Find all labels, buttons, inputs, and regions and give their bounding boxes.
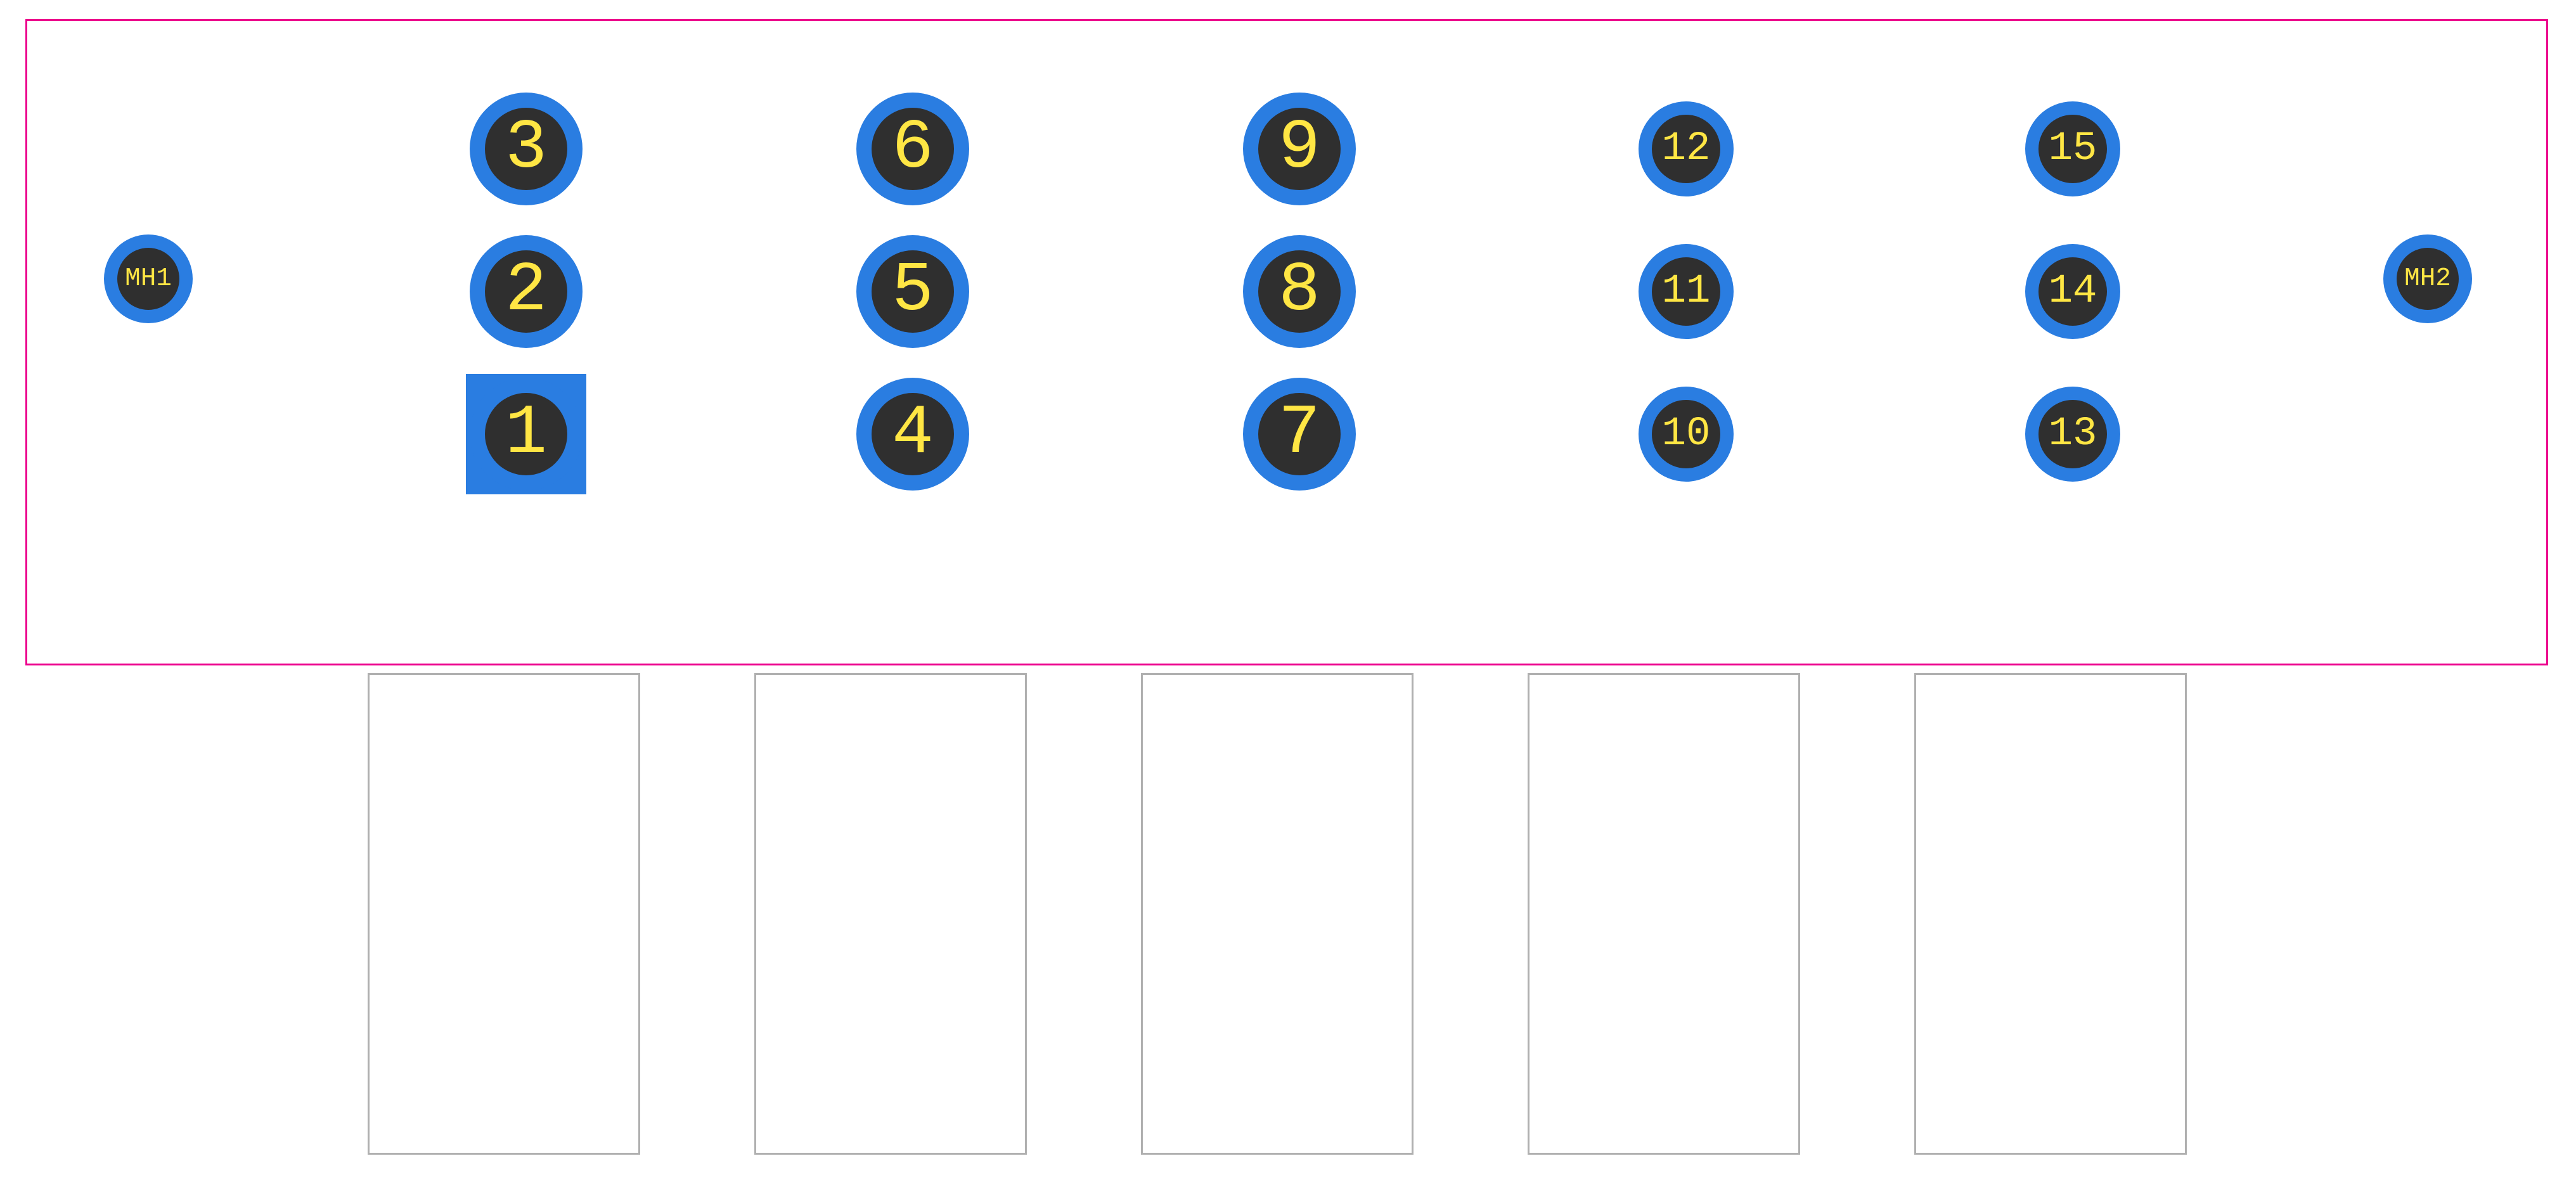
pin-12-label: 12 [1662, 129, 1711, 169]
pin-2-hole: 2 [485, 250, 567, 333]
pin-11-hole: 11 [1652, 257, 1720, 326]
mounting-hole-mh2-label: MH2 [2404, 266, 2451, 292]
pin-9: 9 [1243, 93, 1356, 205]
pin-10-label: 10 [1662, 414, 1711, 454]
pin-3-hole: 3 [485, 108, 567, 190]
pin-8: 8 [1243, 235, 1356, 348]
pin-8-label: 8 [1278, 257, 1320, 326]
pin-4-label: 4 [892, 399, 934, 469]
pin-6-hole: 6 [872, 108, 954, 190]
connector-tab-3 [1141, 673, 1414, 1155]
mounting-hole-mh1-label: MH1 [125, 266, 172, 292]
pin-13: 13 [2025, 387, 2120, 482]
diagram-stage: { "layout": { "canvas_w": 4064, "canvas_… [0, 0, 2576, 1194]
mounting-hole-mh1: MH1 [104, 234, 193, 323]
pin-5: 5 [856, 235, 969, 348]
pin-11-label: 11 [1662, 271, 1711, 312]
pin-15-label: 15 [2049, 129, 2097, 169]
pin-4-hole: 4 [872, 393, 954, 475]
pin-7-label: 7 [1278, 399, 1320, 469]
pin-10: 10 [1639, 387, 1734, 482]
pin-5-hole: 5 [872, 250, 954, 333]
pin-12-hole: 12 [1652, 115, 1720, 183]
pin-11: 11 [1639, 244, 1734, 339]
connector-tab-4 [1528, 673, 1800, 1155]
pin-7-hole: 7 [1258, 393, 1341, 475]
mounting-hole-mh2: MH2 [2383, 234, 2472, 323]
mounting-hole-mh2-hole: MH2 [2397, 248, 2459, 310]
pin-14-label: 14 [2049, 271, 2097, 312]
pin-14: 14 [2025, 244, 2120, 339]
pin-1-hole: 1 [485, 393, 567, 475]
pin-2: 2 [470, 235, 583, 348]
pin-12: 12 [1639, 101, 1734, 196]
pin-1: 1 [470, 378, 583, 491]
pin-5-label: 5 [892, 257, 934, 326]
pin-15-hole: 15 [2038, 115, 2107, 183]
mounting-hole-mh1-hole: MH1 [117, 248, 179, 310]
pin-8-hole: 8 [1258, 250, 1341, 333]
pin-14-hole: 14 [2038, 257, 2107, 326]
connector-tab-5 [1914, 673, 2187, 1155]
pin-1-label: 1 [505, 399, 547, 469]
pin-6: 6 [856, 93, 969, 205]
pin-13-hole: 13 [2038, 400, 2107, 468]
pin-10-hole: 10 [1652, 400, 1720, 468]
pin-13-label: 13 [2049, 414, 2097, 454]
connector-tab-2 [754, 673, 1027, 1155]
pin-3: 3 [470, 93, 583, 205]
pin-4: 4 [856, 378, 969, 491]
pin-6-label: 6 [892, 114, 934, 184]
pin-9-hole: 9 [1258, 108, 1341, 190]
pin-2-label: 2 [505, 257, 547, 326]
pin-15: 15 [2025, 101, 2120, 196]
connector-tab-1 [368, 673, 640, 1155]
pin-9-label: 9 [1278, 114, 1320, 184]
pin-3-label: 3 [505, 114, 547, 184]
pin-7: 7 [1243, 378, 1356, 491]
